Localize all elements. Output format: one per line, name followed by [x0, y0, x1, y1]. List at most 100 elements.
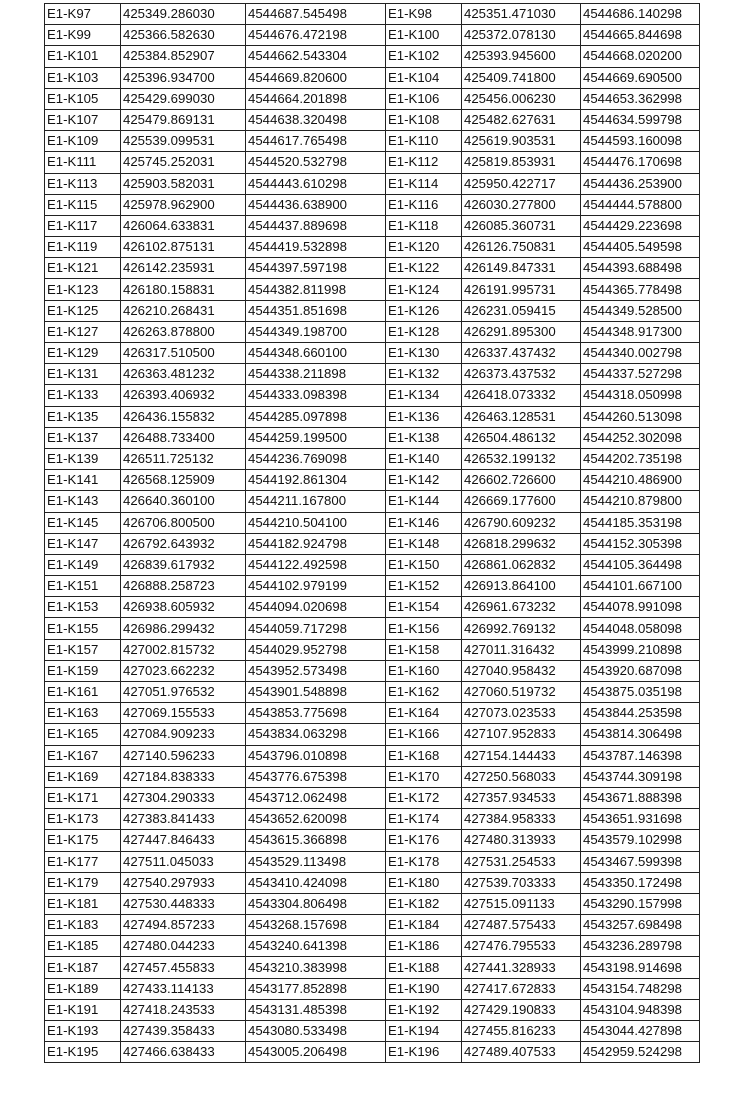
northing-left-cell: 4543177.852898: [245, 977, 386, 1000]
easting-right-cell: 426602.726600: [461, 469, 581, 492]
easting-left-cell: 426792.643932: [120, 532, 246, 555]
point-id-left-cell: E1-K125: [44, 299, 121, 322]
point-id-left-cell: E1-K137: [44, 426, 121, 449]
northing-left-cell: 4544617.765498: [245, 130, 386, 153]
table-row: E1-K107 425479.869131 4544638.320498 E1-K10…: [44, 108, 700, 132]
northing-right-cell: 4544349.528500: [580, 299, 700, 322]
easting-right-cell: 425819.853931: [461, 151, 581, 174]
table-row: E1-K141 426568.125909 4544192.861304 E1-K14…: [44, 469, 700, 492]
table-row: E1-K149 426839.617932 4544122.492598 E1-K15…: [44, 553, 700, 577]
easting-right-cell: 426126.750831: [461, 236, 581, 259]
point-id-left-cell: E1-K167: [44, 744, 121, 767]
easting-right-cell: 426961.673232: [461, 596, 581, 619]
point-id-left-cell: E1-K119: [44, 236, 121, 259]
northing-left-cell: 4544182.924798: [245, 532, 386, 555]
easting-right-cell: 426373.437532: [461, 363, 581, 386]
point-id-left-cell: E1-K161: [44, 680, 121, 704]
northing-left-cell: 4544333.098398: [245, 384, 386, 407]
point-id-left-cell: E1-K133: [44, 384, 121, 407]
easting-right-cell: 426191.995731: [461, 278, 581, 301]
northing-left-cell: 4544259.199500: [245, 426, 386, 449]
point-id-right-cell: E1-K152: [385, 575, 462, 598]
easting-left-cell: 426210.268431: [120, 299, 246, 322]
easting-left-cell: 427140.596233: [120, 744, 246, 767]
northing-left-cell: 4544436.638900: [245, 193, 386, 216]
point-id-left-cell: E1-K193: [44, 1019, 121, 1043]
point-id-right-cell: E1-K114: [385, 172, 462, 195]
table-row: E1-K195 427466.638433 4543005.206498 E1-K19…: [44, 1041, 700, 1064]
point-id-left-cell: E1-K157: [44, 638, 121, 661]
northing-left-cell: 4544419.532898: [245, 236, 386, 259]
northing-left-cell: 4543712.062498: [245, 786, 386, 810]
easting-left-cell: 427457.455833: [120, 956, 246, 979]
coordinate-table: E1-K97 425349.286030 4544687.545498 E1-K98 4…: [44, 2, 700, 1064]
point-id-left-cell: E1-K185: [44, 935, 121, 958]
easting-left-cell: 425745.252031: [120, 151, 246, 174]
northing-right-cell: 4543104.948398: [580, 998, 700, 1022]
northing-left-cell: 4544029.952798: [245, 638, 386, 661]
table-row: E1-K187 427457.455833 4543210.383998 E1-K18…: [44, 956, 700, 979]
point-id-right-cell: E1-K128: [385, 320, 462, 344]
northing-left-cell: 4544348.660100: [245, 341, 386, 365]
easting-left-cell: 427433.114133: [120, 977, 246, 1000]
table-row: E1-K147 426792.643932 4544182.924798 E1-K14…: [44, 532, 700, 555]
easting-left-cell: 427418.243533: [120, 998, 246, 1022]
easting-right-cell: 425372.078130: [461, 24, 581, 47]
point-id-left-cell: E1-K111: [44, 151, 121, 174]
table-row: E1-K163 427069.155533 4543853.775698 E1-K16…: [44, 702, 700, 725]
table-row: E1-K113 425903.582031 4544443.610298 E1-K11…: [44, 172, 700, 195]
point-id-left-cell: E1-K97: [44, 2, 121, 26]
northing-right-cell: 4544393.688498: [580, 257, 700, 280]
point-id-right-cell: E1-K184: [385, 914, 462, 937]
northing-right-cell: 4544436.253900: [580, 172, 700, 195]
point-id-left-cell: E1-K187: [44, 956, 121, 979]
northing-right-cell: 4544365.778498: [580, 278, 700, 301]
northing-left-cell: 4544102.979199: [245, 575, 386, 598]
northing-left-cell: 4544676.472198: [245, 24, 386, 47]
point-id-right-cell: E1-K166: [385, 723, 462, 746]
easting-right-cell: 427539.703333: [461, 871, 581, 894]
point-id-left-cell: E1-K163: [44, 702, 121, 725]
table-row: E1-K123 426180.158831 4544382.811998 E1-K12…: [44, 278, 700, 301]
table-row: E1-K99 425366.582630 4544676.472198 E1-K100…: [44, 24, 700, 47]
point-id-right-cell: E1-K162: [385, 680, 462, 704]
table-row: E1-K101 425384.852907 4544662.543304 E1-K10…: [44, 45, 700, 68]
easting-left-cell: 427540.297933: [120, 871, 246, 894]
northing-right-cell: 4544185.353198: [580, 511, 700, 534]
table-row: E1-K155 426986.299432 4544059.717298 E1-K15…: [44, 617, 700, 640]
point-id-left-cell: E1-K173: [44, 808, 121, 831]
easting-left-cell: 426064.633831: [120, 214, 246, 238]
northing-right-cell: 4544252.302098: [580, 426, 700, 449]
easting-right-cell: 426532.199132: [461, 447, 581, 471]
northing-left-cell: 4544122.492598: [245, 553, 386, 577]
point-id-right-cell: E1-K130: [385, 341, 462, 365]
easting-left-cell: 427511.045033: [120, 850, 246, 873]
easting-right-cell: 427040.958432: [461, 659, 581, 683]
easting-left-cell: 426511.725132: [120, 447, 246, 471]
table-row: E1-K173 427383.841433 4543652.620098 E1-K17…: [44, 808, 700, 831]
point-id-right-cell: E1-K196: [385, 1041, 462, 1064]
northing-left-cell: 4543776.675398: [245, 765, 386, 788]
northing-left-cell: 4544382.811998: [245, 278, 386, 301]
northing-right-cell: 4543467.599398: [580, 850, 700, 873]
point-id-left-cell: E1-K105: [44, 87, 121, 110]
easting-right-cell: 426463.128531: [461, 405, 581, 428]
easting-right-cell: 427073.023533: [461, 702, 581, 725]
easting-left-cell: 427084.909233: [120, 723, 246, 746]
point-id-right-cell: E1-K186: [385, 935, 462, 958]
point-id-left-cell: E1-K143: [44, 490, 121, 513]
point-id-left-cell: E1-K139: [44, 447, 121, 471]
northing-right-cell: 4543154.748298: [580, 977, 700, 1000]
table-row: E1-K131 426363.481232 4544338.211898 E1-K13…: [44, 363, 700, 386]
table-row: E1-K185 427480.044233 4543240.641398 E1-K18…: [44, 935, 700, 958]
northing-right-cell: 4544101.667100: [580, 575, 700, 598]
easting-right-cell: 427417.672833: [461, 977, 581, 1000]
point-id-right-cell: E1-K178: [385, 850, 462, 873]
northing-left-cell: 4544397.597198: [245, 257, 386, 280]
point-id-right-cell: E1-K140: [385, 447, 462, 471]
easting-left-cell: 426142.235931: [120, 257, 246, 280]
easting-right-cell: 426291.895300: [461, 320, 581, 344]
point-id-right-cell: E1-K190: [385, 977, 462, 1000]
northing-right-cell: 4543844.253598: [580, 702, 700, 725]
point-id-right-cell: E1-K134: [385, 384, 462, 407]
